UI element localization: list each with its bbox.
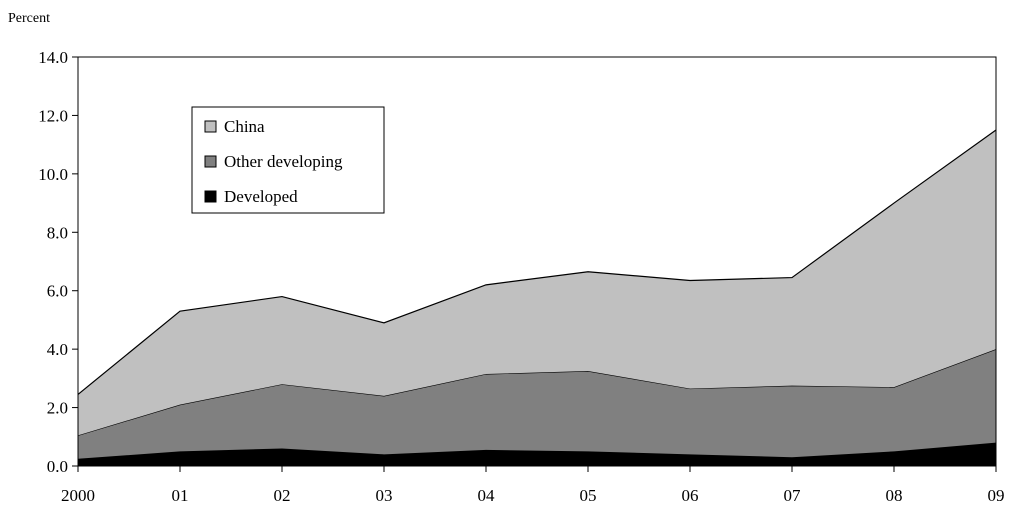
x-tick-label: 03 bbox=[376, 486, 393, 505]
legend-label-other-developing: Other developing bbox=[224, 152, 343, 171]
y-tick-label: 6.0 bbox=[47, 282, 68, 301]
legend-swatch-developed bbox=[204, 190, 217, 203]
y-tick-label: 2.0 bbox=[47, 399, 68, 418]
x-tick-label: 04 bbox=[478, 486, 496, 505]
y-tick-label: 12.0 bbox=[38, 106, 68, 125]
x-tick-label: 01 bbox=[172, 486, 189, 505]
y-tick-label: 10.0 bbox=[38, 165, 68, 184]
area-developed bbox=[78, 442, 996, 466]
legend-label-developed: Developed bbox=[224, 187, 298, 206]
y-tick-label: 14.0 bbox=[38, 48, 68, 67]
legend-label-china: China bbox=[224, 117, 265, 136]
y-axis-ticks: 0.0 2.0 4.0 6.0 8.0 10.0 12.0 14.0 bbox=[38, 48, 78, 476]
x-tick-label: 06 bbox=[682, 486, 699, 505]
x-tick-label: 02 bbox=[274, 486, 291, 505]
area-layer bbox=[77, 129, 997, 466]
x-tick-label: 07 bbox=[784, 486, 802, 505]
area-china bbox=[78, 130, 996, 436]
line-china bbox=[77, 129, 997, 395]
y-tick-label: 0.0 bbox=[47, 457, 68, 476]
y-tick-label: 8.0 bbox=[47, 223, 68, 242]
x-tick-label: 08 bbox=[886, 486, 903, 505]
legend-swatch-other-developing bbox=[204, 155, 217, 168]
x-tick-label: 09 bbox=[988, 486, 1005, 505]
plot-frame bbox=[77, 56, 997, 467]
legend: China Other developing Developed bbox=[191, 106, 385, 214]
x-tick-label: 2000 bbox=[61, 486, 95, 505]
x-axis-ticks: 2000 01 02 03 04 05 06 07 08 09 bbox=[61, 466, 1005, 505]
legend-swatch-china bbox=[204, 120, 217, 133]
y-axis-label: Percent bbox=[8, 11, 50, 26]
x-tick-label: 05 bbox=[580, 486, 597, 505]
area-other-developing bbox=[78, 349, 996, 459]
legend-box bbox=[191, 106, 385, 214]
y-tick-label: 4.0 bbox=[47, 340, 68, 359]
